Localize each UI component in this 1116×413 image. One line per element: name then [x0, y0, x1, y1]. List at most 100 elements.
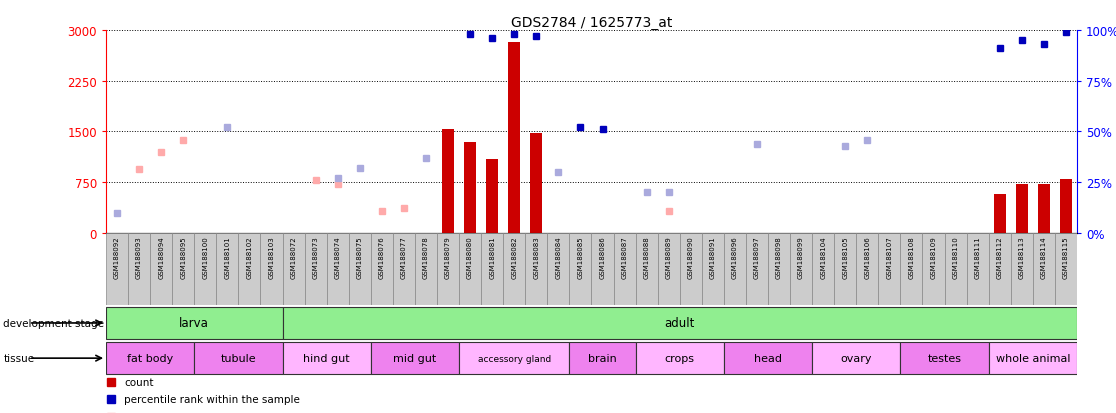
Text: GSM188115: GSM188115: [1062, 235, 1069, 278]
Text: GSM188077: GSM188077: [401, 235, 407, 278]
Text: GSM188101: GSM188101: [224, 235, 230, 278]
Text: crops: crops: [665, 353, 695, 363]
Bar: [194, 233, 217, 306]
Text: GSM188097: GSM188097: [754, 235, 760, 278]
Bar: [657, 233, 680, 306]
Bar: [1016, 185, 1028, 233]
Text: GSM188100: GSM188100: [202, 235, 209, 278]
Bar: [487, 159, 498, 233]
Text: GSM188075: GSM188075: [357, 235, 363, 278]
Bar: [835, 233, 856, 306]
Bar: [282, 233, 305, 306]
Bar: [371, 233, 393, 306]
Text: value, Detection Call = ABSENT: value, Detection Call = ABSENT: [125, 412, 290, 413]
Text: GSM188109: GSM188109: [931, 235, 936, 278]
Text: GSM188074: GSM188074: [335, 235, 340, 278]
Bar: [569, 342, 636, 374]
Text: GSM188082: GSM188082: [511, 235, 517, 278]
Bar: [1038, 185, 1050, 233]
Bar: [1055, 233, 1077, 306]
Bar: [106, 307, 282, 339]
Bar: [1032, 233, 1055, 306]
Bar: [349, 233, 371, 306]
Text: hind gut: hind gut: [304, 353, 350, 363]
Text: GSM188099: GSM188099: [798, 235, 805, 278]
Bar: [282, 307, 1077, 339]
Bar: [437, 233, 459, 306]
Bar: [636, 342, 724, 374]
Text: head: head: [754, 353, 782, 363]
Text: GSM188073: GSM188073: [312, 235, 319, 278]
Bar: [745, 233, 768, 306]
Text: GSM188086: GSM188086: [599, 235, 606, 278]
Bar: [459, 233, 481, 306]
Text: GSM188072: GSM188072: [290, 235, 297, 278]
Bar: [966, 233, 989, 306]
Text: GSM188103: GSM188103: [269, 235, 275, 278]
Bar: [878, 233, 901, 306]
Text: GSM188106: GSM188106: [864, 235, 870, 278]
Bar: [989, 233, 1011, 306]
Bar: [459, 342, 569, 374]
Bar: [923, 233, 944, 306]
Text: whole animal: whole animal: [995, 353, 1070, 363]
Text: development stage: development stage: [3, 318, 105, 328]
Bar: [106, 342, 194, 374]
Text: tubule: tubule: [221, 353, 257, 363]
Bar: [217, 233, 239, 306]
Bar: [1011, 233, 1032, 306]
Text: ovary: ovary: [840, 353, 872, 363]
Bar: [526, 233, 547, 306]
Text: GSM188112: GSM188112: [997, 235, 1002, 278]
Text: GSM188084: GSM188084: [556, 235, 561, 278]
Bar: [464, 142, 477, 233]
Text: GSM188081: GSM188081: [489, 235, 496, 278]
Text: tissue: tissue: [3, 353, 35, 363]
Bar: [1060, 179, 1072, 233]
Bar: [172, 233, 194, 306]
Text: GSM188079: GSM188079: [445, 235, 451, 278]
Text: GSM188083: GSM188083: [533, 235, 539, 278]
Bar: [569, 233, 591, 306]
Text: GSM188110: GSM188110: [953, 235, 959, 278]
Text: accessory gland: accessory gland: [478, 354, 551, 363]
Bar: [481, 233, 503, 306]
Bar: [812, 342, 901, 374]
Text: GSM188092: GSM188092: [114, 235, 121, 278]
Bar: [989, 342, 1077, 374]
Text: GSM188078: GSM188078: [423, 235, 429, 278]
Text: GSM188113: GSM188113: [1019, 235, 1024, 278]
Bar: [327, 233, 348, 306]
Title: GDS2784 / 1625773_at: GDS2784 / 1625773_at: [511, 16, 672, 30]
Text: GSM188098: GSM188098: [776, 235, 782, 278]
Text: GSM188102: GSM188102: [247, 235, 252, 278]
Text: GSM188093: GSM188093: [136, 235, 142, 278]
Bar: [812, 233, 835, 306]
Bar: [530, 133, 542, 233]
Text: GSM188108: GSM188108: [908, 235, 914, 278]
Bar: [151, 233, 172, 306]
Text: GSM188085: GSM188085: [577, 235, 584, 278]
Bar: [194, 342, 282, 374]
Bar: [901, 342, 989, 374]
Text: adult: adult: [664, 317, 695, 330]
Text: GSM188090: GSM188090: [687, 235, 694, 278]
Bar: [106, 233, 128, 306]
Bar: [944, 233, 966, 306]
Bar: [442, 130, 454, 233]
Text: testes: testes: [927, 353, 962, 363]
Bar: [856, 233, 878, 306]
Text: GSM188111: GSM188111: [974, 235, 981, 278]
Text: GSM188080: GSM188080: [468, 235, 473, 278]
Text: GSM188087: GSM188087: [622, 235, 627, 278]
Bar: [547, 233, 569, 306]
Bar: [702, 233, 724, 306]
Text: GSM188091: GSM188091: [710, 235, 715, 278]
Text: GSM188076: GSM188076: [378, 235, 385, 278]
Text: percentile rank within the sample: percentile rank within the sample: [125, 394, 300, 404]
Text: fat body: fat body: [127, 353, 173, 363]
Text: larva: larva: [180, 317, 209, 330]
Bar: [371, 342, 459, 374]
Text: GSM188088: GSM188088: [644, 235, 650, 278]
Text: GSM188095: GSM188095: [181, 235, 186, 278]
